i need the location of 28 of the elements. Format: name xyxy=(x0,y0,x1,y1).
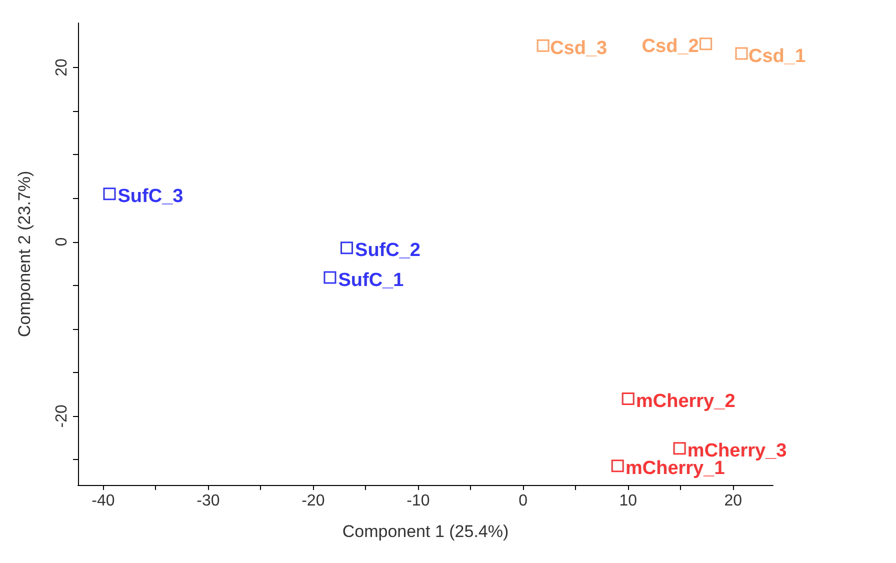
y-axis-title: Component 2 (23.7%) xyxy=(15,170,34,338)
point xyxy=(103,188,116,200)
point xyxy=(324,271,336,284)
y-tick-label: 20 xyxy=(54,58,70,76)
point xyxy=(700,38,712,50)
x-tick-label: 10 xyxy=(619,492,638,510)
annotation: Csd_1 xyxy=(748,46,806,67)
point xyxy=(611,460,624,472)
point xyxy=(673,442,686,455)
y-tick-label: -20 xyxy=(54,404,70,428)
x-tick-label: -10 xyxy=(406,492,430,510)
point xyxy=(735,47,748,60)
x-tick-label: -40 xyxy=(92,492,115,510)
annotation: mCherry_2 xyxy=(636,390,736,412)
point xyxy=(622,392,634,405)
x-tick-label: -20 xyxy=(302,492,325,510)
annotation: SufC_2 xyxy=(355,240,420,262)
x-tick-label: -30 xyxy=(196,492,220,510)
annotation: SufC_1 xyxy=(338,270,404,291)
annotation: Csd_3 xyxy=(550,38,608,59)
point xyxy=(536,39,550,52)
x-tick-label: 0 xyxy=(518,492,528,510)
y-tick-label: 0 xyxy=(54,237,70,246)
annotation: Csd_2 xyxy=(642,36,699,58)
point xyxy=(340,242,354,254)
x-tick-label: 20 xyxy=(724,492,742,510)
x-axis-title: Component 1 (25.4%) xyxy=(342,522,509,541)
annotation: SufC_3 xyxy=(118,186,184,208)
